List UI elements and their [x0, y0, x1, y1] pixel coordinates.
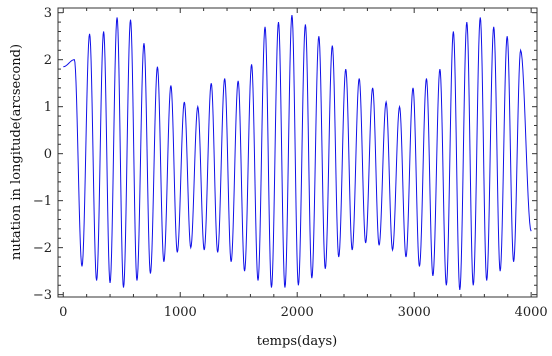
x-tick-label: 0	[59, 305, 67, 320]
x-tick-label: 4000	[515, 305, 548, 320]
y-axis-ticks: −3 −2 −1 0 1 2 3	[33, 6, 537, 303]
y-tick-label: −3	[33, 288, 52, 303]
y-tick-label: −2	[33, 241, 52, 256]
y-tick-label: 1	[44, 100, 52, 115]
x-axis-ticks: 0 1000 2000 3000 4000	[59, 8, 548, 320]
x-tick-label: 3000	[398, 305, 431, 320]
x-axis-label: temps(days)	[257, 334, 337, 349]
y-axis-label: nutation in longitude(arcsecond)	[9, 44, 24, 260]
y-tick-label: 0	[44, 147, 52, 162]
nutation-series-line	[63, 14, 532, 291]
y-tick-label: 3	[44, 6, 52, 21]
x-tick-label: 2000	[281, 305, 314, 320]
y-tick-label: −1	[33, 194, 52, 209]
x-tick-label: 1000	[164, 305, 197, 320]
y-tick-label: 2	[44, 53, 52, 68]
